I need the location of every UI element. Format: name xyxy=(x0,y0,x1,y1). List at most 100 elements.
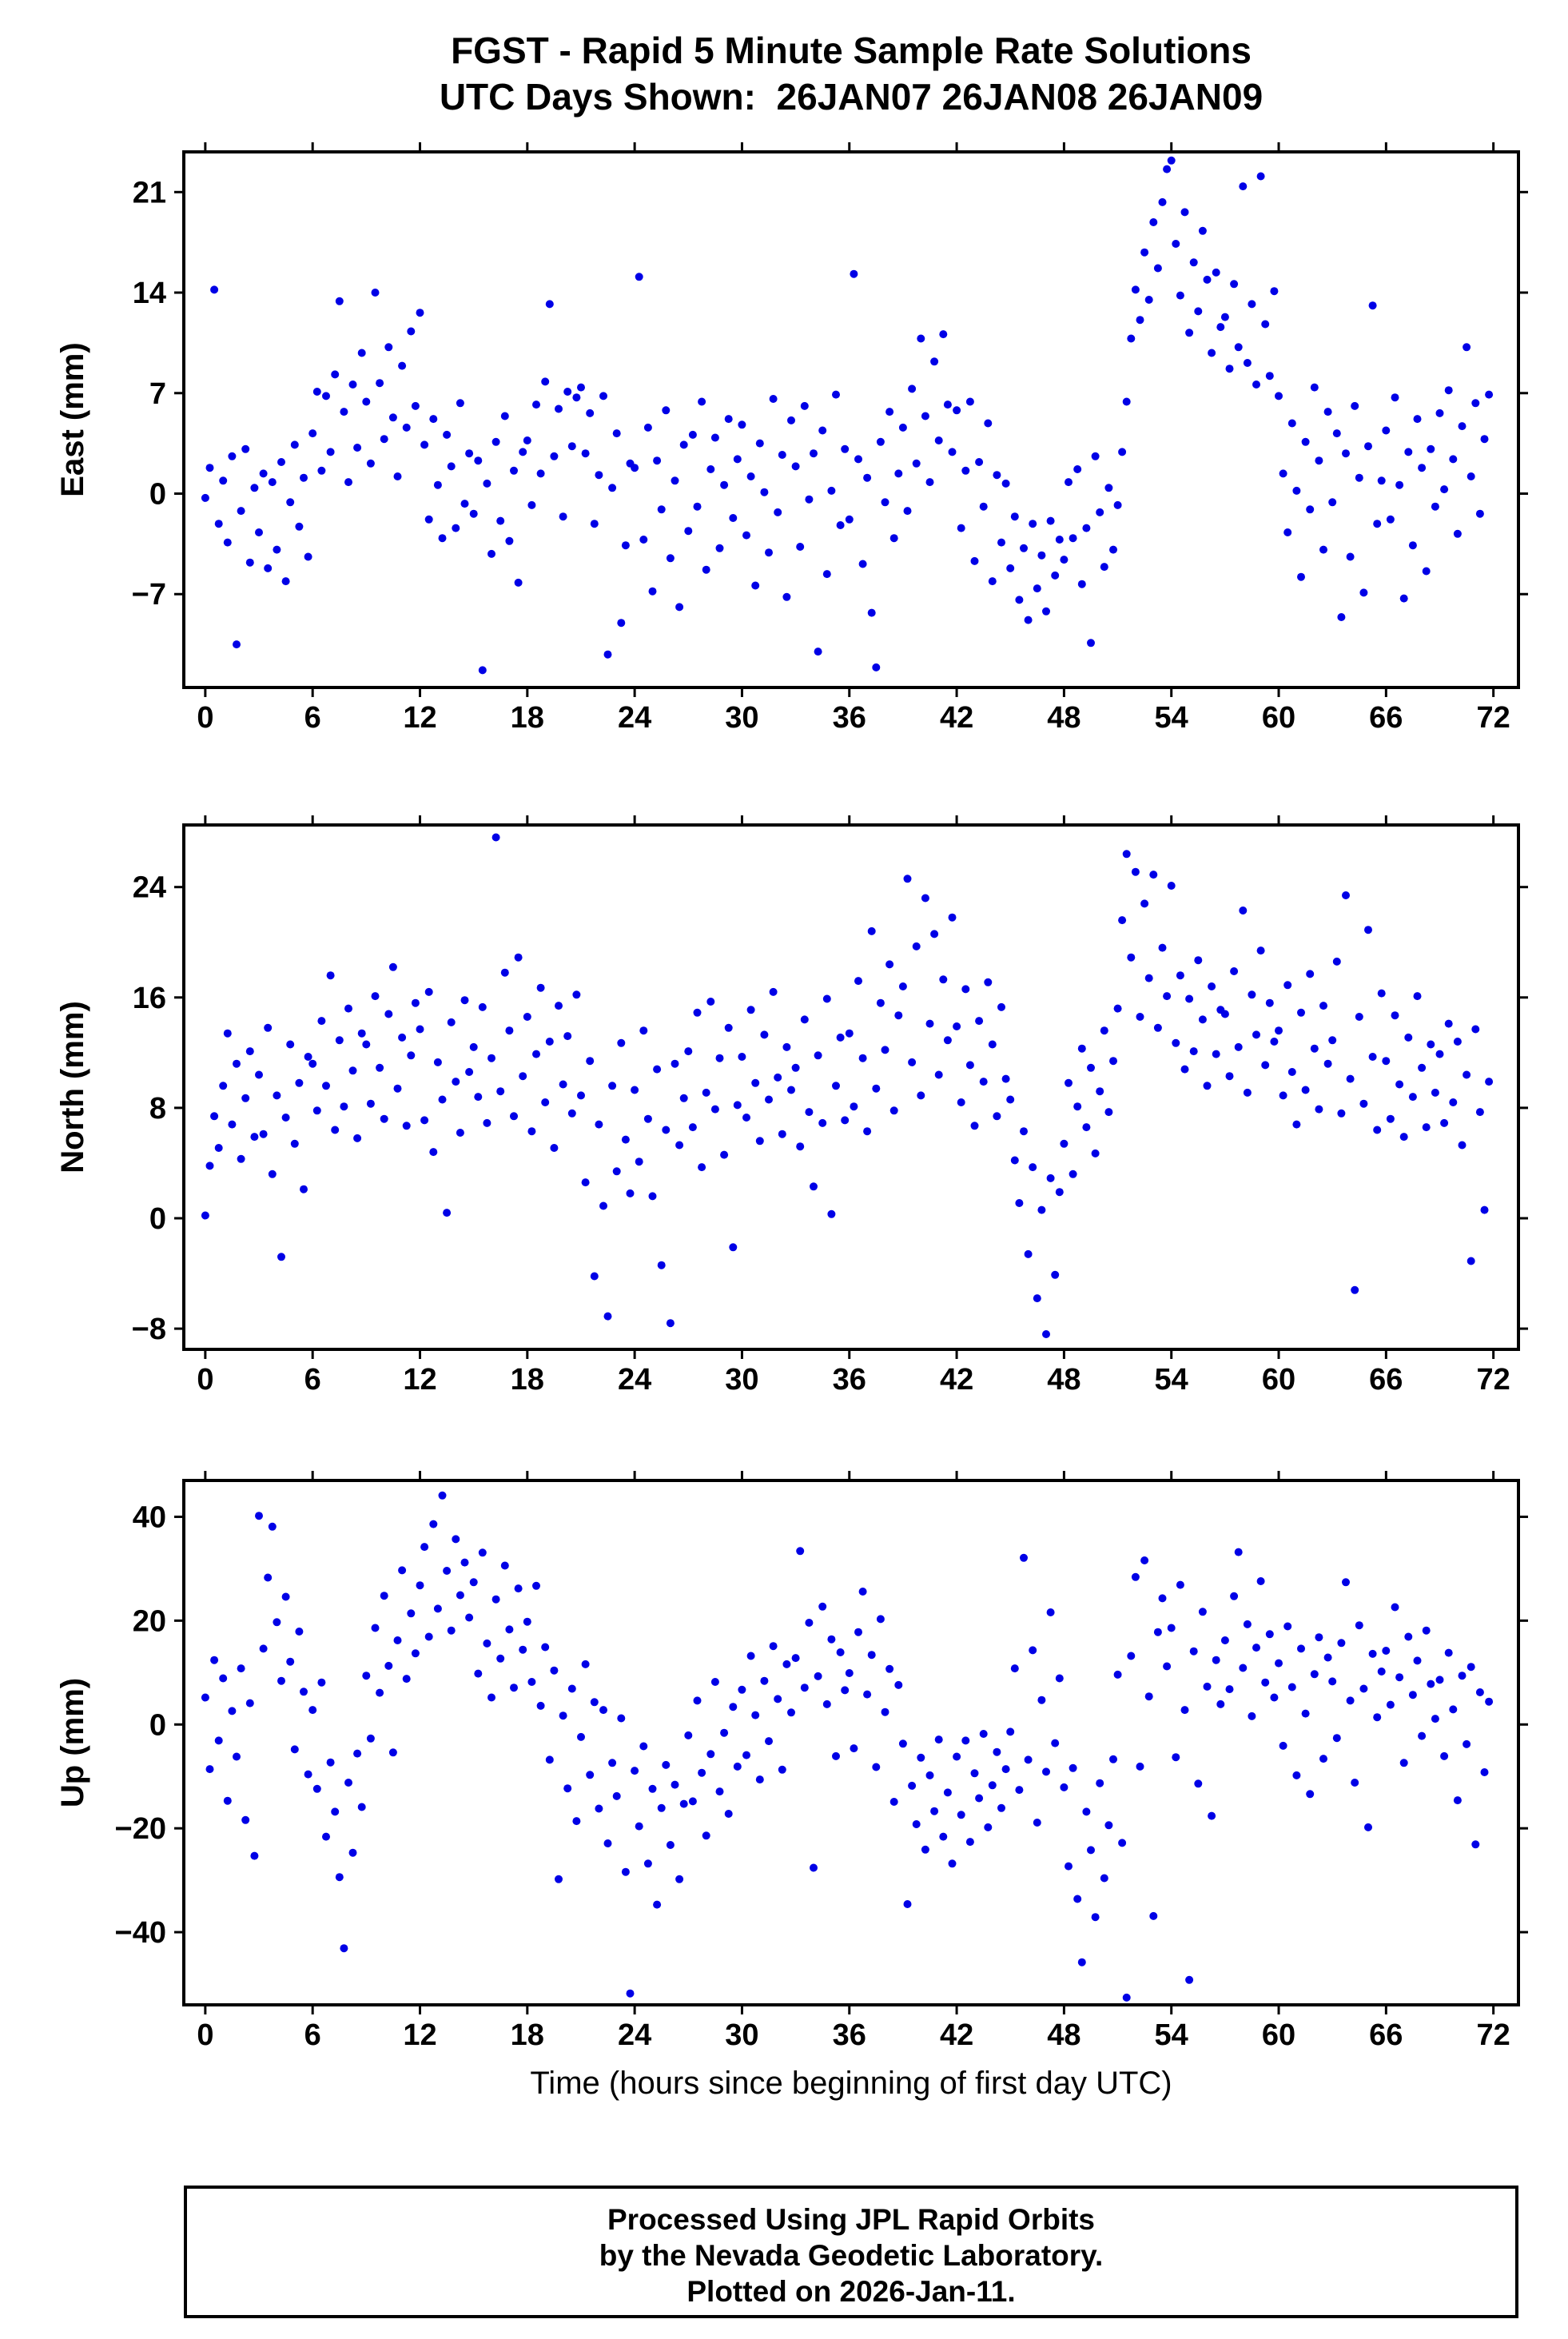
x-tick-label: 0 xyxy=(197,701,213,735)
y-tick-label: −20 xyxy=(115,1812,166,1846)
data-point xyxy=(1418,464,1427,472)
data-point xyxy=(563,1784,572,1793)
data-point xyxy=(1279,469,1287,478)
data-point xyxy=(599,392,607,400)
data-point xyxy=(671,476,679,485)
data-point xyxy=(532,1581,540,1590)
data-point xyxy=(1001,479,1010,488)
data-point xyxy=(1060,556,1069,564)
data-point xyxy=(1203,275,1212,284)
data-point xyxy=(1373,520,1382,528)
data-point xyxy=(1382,1647,1391,1655)
data-point xyxy=(1458,422,1467,431)
data-point xyxy=(903,1900,912,1908)
data-point xyxy=(1310,1670,1319,1679)
data-point xyxy=(1163,165,1172,173)
data-point xyxy=(469,1578,478,1587)
data-point xyxy=(738,420,746,429)
data-point xyxy=(1234,1042,1243,1051)
data-point xyxy=(867,926,876,935)
data-point xyxy=(1444,1648,1453,1657)
data-point xyxy=(769,1642,778,1651)
data-point xyxy=(1391,1011,1399,1020)
data-point xyxy=(979,502,988,511)
data-point xyxy=(800,1684,809,1692)
data-point xyxy=(1475,509,1484,518)
data-point xyxy=(702,1831,710,1840)
data-point xyxy=(1091,452,1100,460)
data-point xyxy=(460,500,469,508)
data-point xyxy=(850,269,858,278)
y-tick-label: 40 xyxy=(133,1501,166,1535)
y-tick-label: 21 xyxy=(133,176,166,209)
data-point xyxy=(366,1099,375,1108)
data-point xyxy=(1185,329,1194,337)
x-tick-label: 30 xyxy=(725,2018,758,2052)
data-point xyxy=(858,1588,867,1596)
data-point xyxy=(1413,415,1422,424)
data-point xyxy=(1364,442,1372,451)
data-point xyxy=(760,488,769,496)
data-point xyxy=(805,495,814,504)
x-tick-label: 54 xyxy=(1155,2018,1188,2052)
data-point xyxy=(693,502,702,511)
east-frame xyxy=(182,150,1520,689)
data-point xyxy=(1104,1108,1113,1117)
data-point xyxy=(1185,1975,1194,1984)
data-point xyxy=(465,1613,474,1622)
data-point xyxy=(1189,258,1198,267)
data-point xyxy=(881,498,889,507)
data-point xyxy=(1346,1074,1355,1083)
data-point xyxy=(1355,473,1363,482)
data-point xyxy=(1386,1700,1395,1709)
data-point xyxy=(1104,1821,1113,1830)
data-point xyxy=(371,289,380,297)
data-point xyxy=(255,1512,263,1520)
data-point xyxy=(662,406,671,415)
data-point xyxy=(930,930,939,938)
data-point xyxy=(822,1699,831,1708)
data-point xyxy=(961,1736,970,1745)
data-point xyxy=(1096,1087,1104,1096)
data-point xyxy=(1042,1330,1050,1338)
data-point xyxy=(765,1095,773,1104)
data-point xyxy=(295,1078,304,1087)
data-point xyxy=(858,1054,867,1062)
data-point xyxy=(1463,1070,1471,1079)
data-point xyxy=(237,507,245,516)
data-point xyxy=(264,564,273,572)
data-point xyxy=(814,1672,822,1680)
data-point xyxy=(1261,320,1270,329)
data-point xyxy=(1261,1061,1270,1070)
footer-line-2: by the Nevada Geodetic Laboratory. xyxy=(599,2239,1104,2272)
data-point xyxy=(917,1091,925,1100)
data-point xyxy=(800,1015,809,1024)
data-point xyxy=(881,1046,889,1054)
data-point xyxy=(836,521,845,529)
data-point xyxy=(214,1144,223,1152)
data-point xyxy=(398,1033,407,1042)
data-point xyxy=(250,1133,259,1142)
data-point xyxy=(577,383,585,392)
data-point xyxy=(684,1731,693,1739)
data-point xyxy=(456,399,464,408)
data-point xyxy=(1082,524,1091,532)
data-point xyxy=(586,1771,595,1779)
y-tick-label: 0 xyxy=(149,1202,166,1236)
data-point xyxy=(1037,551,1046,560)
x-tick-label: 36 xyxy=(833,701,866,735)
data-point xyxy=(429,1148,438,1157)
data-point xyxy=(1113,1004,1122,1013)
data-point xyxy=(858,560,867,568)
data-point xyxy=(810,449,818,458)
data-point xyxy=(867,608,876,617)
y-tick-label: 20 xyxy=(133,1604,166,1638)
data-point xyxy=(805,1108,814,1117)
data-point xyxy=(1024,1755,1033,1764)
data-point xyxy=(317,1017,326,1026)
data-point xyxy=(353,444,362,452)
data-point xyxy=(555,404,563,413)
data-point xyxy=(322,1082,330,1090)
data-point xyxy=(304,1053,312,1061)
